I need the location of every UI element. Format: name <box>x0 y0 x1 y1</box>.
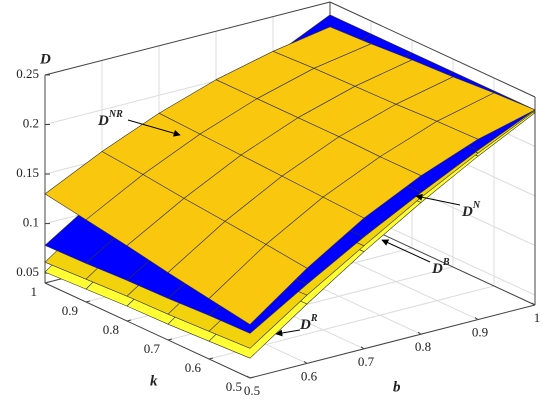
b-tick-label: 0.6 <box>301 368 318 383</box>
z-tick-label: 0.05 <box>16 264 39 279</box>
annotation-sup: N <box>472 200 481 211</box>
k-tick <box>44 281 50 284</box>
b-tick-label: 0.5 <box>244 383 260 398</box>
annotation-arrow <box>127 119 181 137</box>
k-tick-label: 0.6 <box>185 360 202 375</box>
k-tick <box>167 338 173 341</box>
surface-cell <box>208 244 308 325</box>
k-tick <box>85 300 91 303</box>
b-tick <box>474 317 479 321</box>
axis-line <box>44 1 331 76</box>
b-tick <box>360 346 365 350</box>
k-tick-label: 0.9 <box>62 303 78 318</box>
b-tick <box>417 331 422 335</box>
annotation-label: DN <box>461 200 481 220</box>
z-tick-label: 0.15 <box>16 165 39 180</box>
surfaces <box>44 14 536 359</box>
annotation-arrow <box>381 239 431 263</box>
annotation-base: D <box>431 261 443 277</box>
z-tick-label: 0.2 <box>23 116 39 131</box>
k-tick-label: 1 <box>31 284 38 299</box>
axes-box: 0.05 0.1 0.15 0.2 0.25 0.5 0.6 0.7 0.8 0.9 1 0.5 0.6… <box>16 1 541 398</box>
k-tick <box>126 319 132 322</box>
annotation-label: DNR <box>97 109 123 129</box>
b-tick <box>531 302 536 306</box>
axis-line <box>329 1 536 98</box>
b-tick-label: 0.8 <box>415 339 431 354</box>
annotation-base: D <box>461 204 473 220</box>
annotation-label: DR <box>299 313 318 333</box>
axis-line <box>44 282 251 379</box>
k-axis-label: k <box>150 373 158 389</box>
k-tick-label: 0.5 <box>226 379 242 394</box>
annotation-arrow <box>415 193 461 206</box>
k-tick <box>208 357 214 360</box>
annotation-base: D <box>299 317 311 333</box>
z-tick-label: 0.25 <box>16 66 39 81</box>
z-tick-label: 0.1 <box>23 215 39 230</box>
z-axis-label: D <box>39 51 51 67</box>
annotation-base: D <box>97 113 109 129</box>
annotation-sup: B <box>442 257 450 268</box>
b-tick-label: 0.9 <box>472 325 488 340</box>
axis-line <box>249 304 536 379</box>
k-tick <box>249 376 255 379</box>
annotation-arrow <box>275 329 301 337</box>
k-tick-label: 0.8 <box>103 322 119 337</box>
b-axis-label: b <box>393 379 401 395</box>
k-tick-label: 0.7 <box>144 341 161 356</box>
b-tick <box>303 360 308 364</box>
b-tick <box>246 375 251 379</box>
annotation-sup: NR <box>108 109 123 120</box>
annotation-sup: R <box>310 313 318 324</box>
b-tick-label: 0.7 <box>358 354 375 369</box>
annotation-label: DB <box>431 257 450 277</box>
b-tick-label: 1 <box>534 310 541 325</box>
